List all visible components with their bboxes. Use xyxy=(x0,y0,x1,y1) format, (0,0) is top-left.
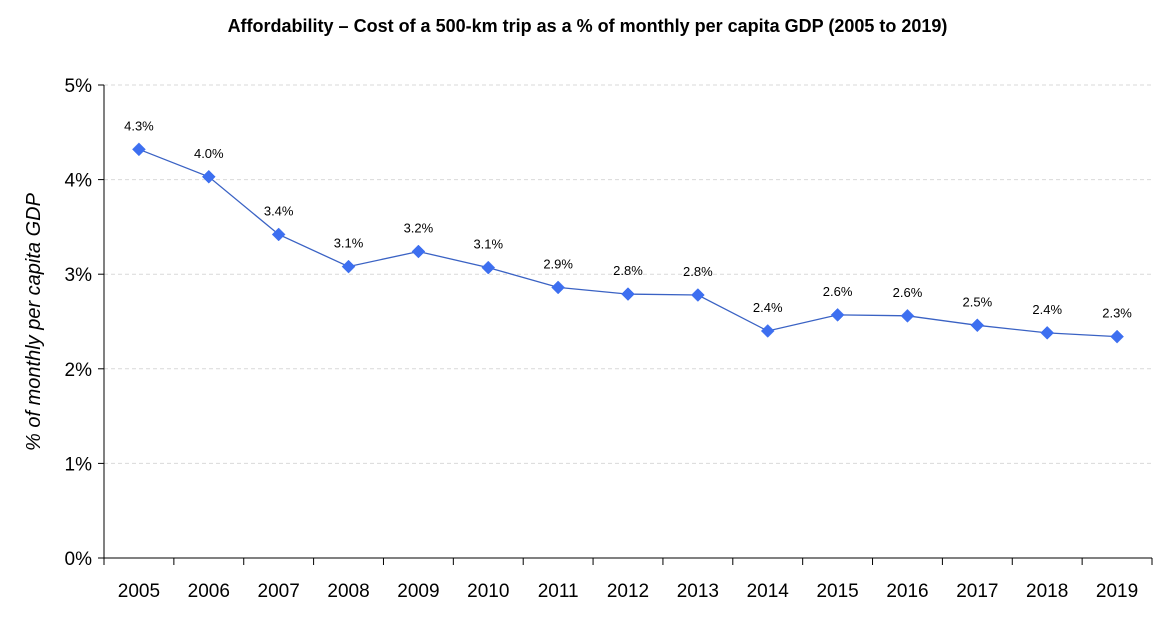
y-tick-label: 2% xyxy=(65,360,93,381)
data-point xyxy=(830,308,845,322)
x-tick-label: 2016 xyxy=(886,581,928,602)
data-label: 2.8% xyxy=(613,263,643,278)
x-tick-label: 2014 xyxy=(747,581,790,602)
data-point xyxy=(201,169,216,184)
data-label: 3.4% xyxy=(264,203,294,218)
x-tick-label: 2010 xyxy=(467,581,509,602)
y-tick-labels: 0% 1% 2% 3% 4% 5% xyxy=(65,76,93,570)
x-tick-labels: 2005 2006 2007 2008 2009 2010 2011 2012 2013 2014… xyxy=(118,581,1138,602)
axes xyxy=(98,84,1153,565)
data-label: 4.0% xyxy=(194,146,224,161)
x-tick-label: 2009 xyxy=(397,581,439,602)
data-label: 4.3% xyxy=(124,118,154,133)
x-tick-label: 2008 xyxy=(327,581,369,602)
chart-title: Affordability – Cost of a 500-km trip as… xyxy=(227,16,948,36)
y-tick-label: 0% xyxy=(65,549,93,570)
data-label: 2.6% xyxy=(823,284,853,299)
data-label: 2.3% xyxy=(1102,306,1132,321)
x-tick-label: 2005 xyxy=(118,581,160,602)
x-tick-label: 2015 xyxy=(816,581,858,602)
data-label: 3.2% xyxy=(404,220,434,235)
data-point xyxy=(411,244,426,259)
y-tick-label: 1% xyxy=(65,454,93,475)
data-point xyxy=(132,142,146,157)
y-tick-label: 4% xyxy=(65,171,93,192)
y-tick-label: 3% xyxy=(65,265,93,286)
data-label: 2.4% xyxy=(753,300,783,315)
x-tick-label: 2013 xyxy=(677,581,719,602)
data-point xyxy=(691,288,705,302)
data-point xyxy=(1040,325,1055,340)
x-tick-label: 2011 xyxy=(538,581,579,602)
y-axis-title: % of monthly per capita GDP xyxy=(23,192,45,451)
x-tick-label: 2006 xyxy=(188,581,230,602)
data-point xyxy=(551,280,565,295)
data-label: 3.1% xyxy=(334,236,364,251)
data-label: 3.1% xyxy=(473,237,503,252)
data-point xyxy=(970,318,985,333)
data-point xyxy=(900,308,915,323)
data-label: 2.8% xyxy=(683,264,713,279)
data-labels: 4.3% 4.0% 3.4% 3.1% 3.2% 3.1% 2.9% 2.8% 2.8% 2.4%… xyxy=(124,118,1132,320)
data-label: 2.4% xyxy=(1032,302,1062,317)
data-point xyxy=(271,227,286,242)
data-point xyxy=(621,287,635,301)
x-tick-label: 2019 xyxy=(1096,581,1138,602)
data-label: 2.5% xyxy=(963,294,993,309)
y-tick-label: 5% xyxy=(65,76,93,97)
data-point xyxy=(1110,329,1124,344)
x-tick-label: 2012 xyxy=(607,581,649,602)
x-tick-label: 2007 xyxy=(258,581,300,602)
data-point xyxy=(341,259,356,274)
data-point xyxy=(760,324,775,338)
series xyxy=(132,142,1124,344)
data-label: 2.9% xyxy=(543,256,573,271)
x-tick-label: 2018 xyxy=(1026,581,1068,602)
data-point xyxy=(481,260,496,275)
x-tick-label: 2017 xyxy=(956,581,998,602)
data-label: 2.6% xyxy=(893,285,923,300)
